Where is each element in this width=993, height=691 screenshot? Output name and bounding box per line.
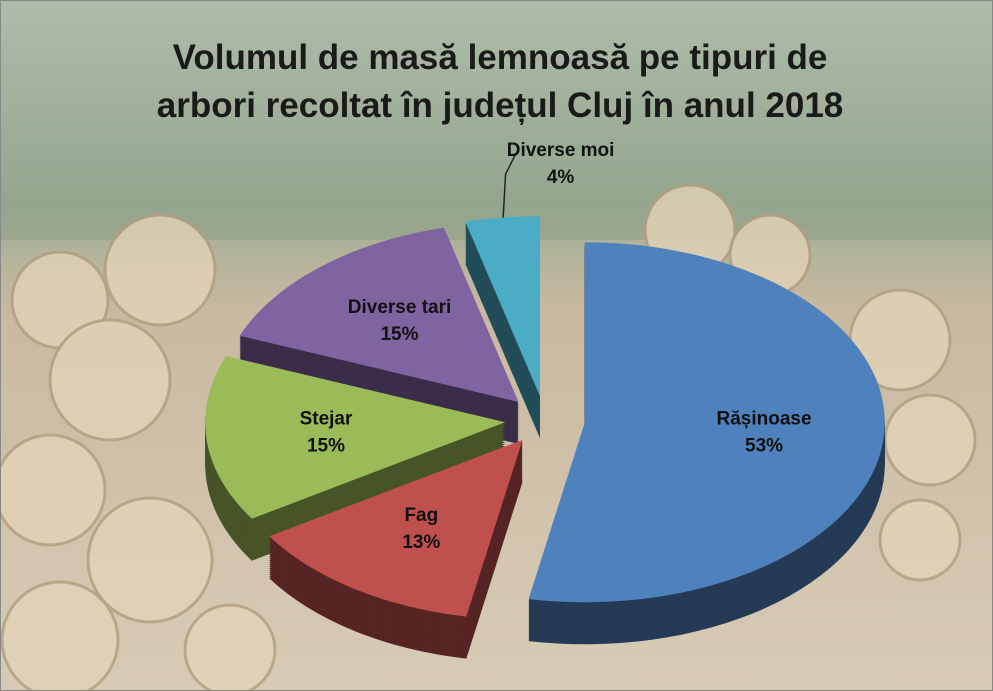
chart-title: Volumul de masă lemnoasă pe tipuri de ar… [130, 34, 870, 130]
data-label-value: 15% [307, 435, 345, 456]
data-label-name: Diverse moi [507, 140, 615, 161]
data-label-name: Stejar [300, 408, 353, 429]
data-label-value: 53% [745, 435, 783, 456]
data-label-name: Diverse tari [348, 297, 452, 318]
data-label-name: Rășinoase [717, 408, 812, 429]
page: Rășinoase 53% Fag 13% Stejar 15% Diverse tari 1… [0, 0, 993, 691]
data-label-value: 13% [402, 532, 440, 553]
data-label-value: 4% [547, 167, 575, 188]
data-label-name: Fag [404, 505, 438, 526]
data-label-value: 15% [380, 324, 418, 345]
